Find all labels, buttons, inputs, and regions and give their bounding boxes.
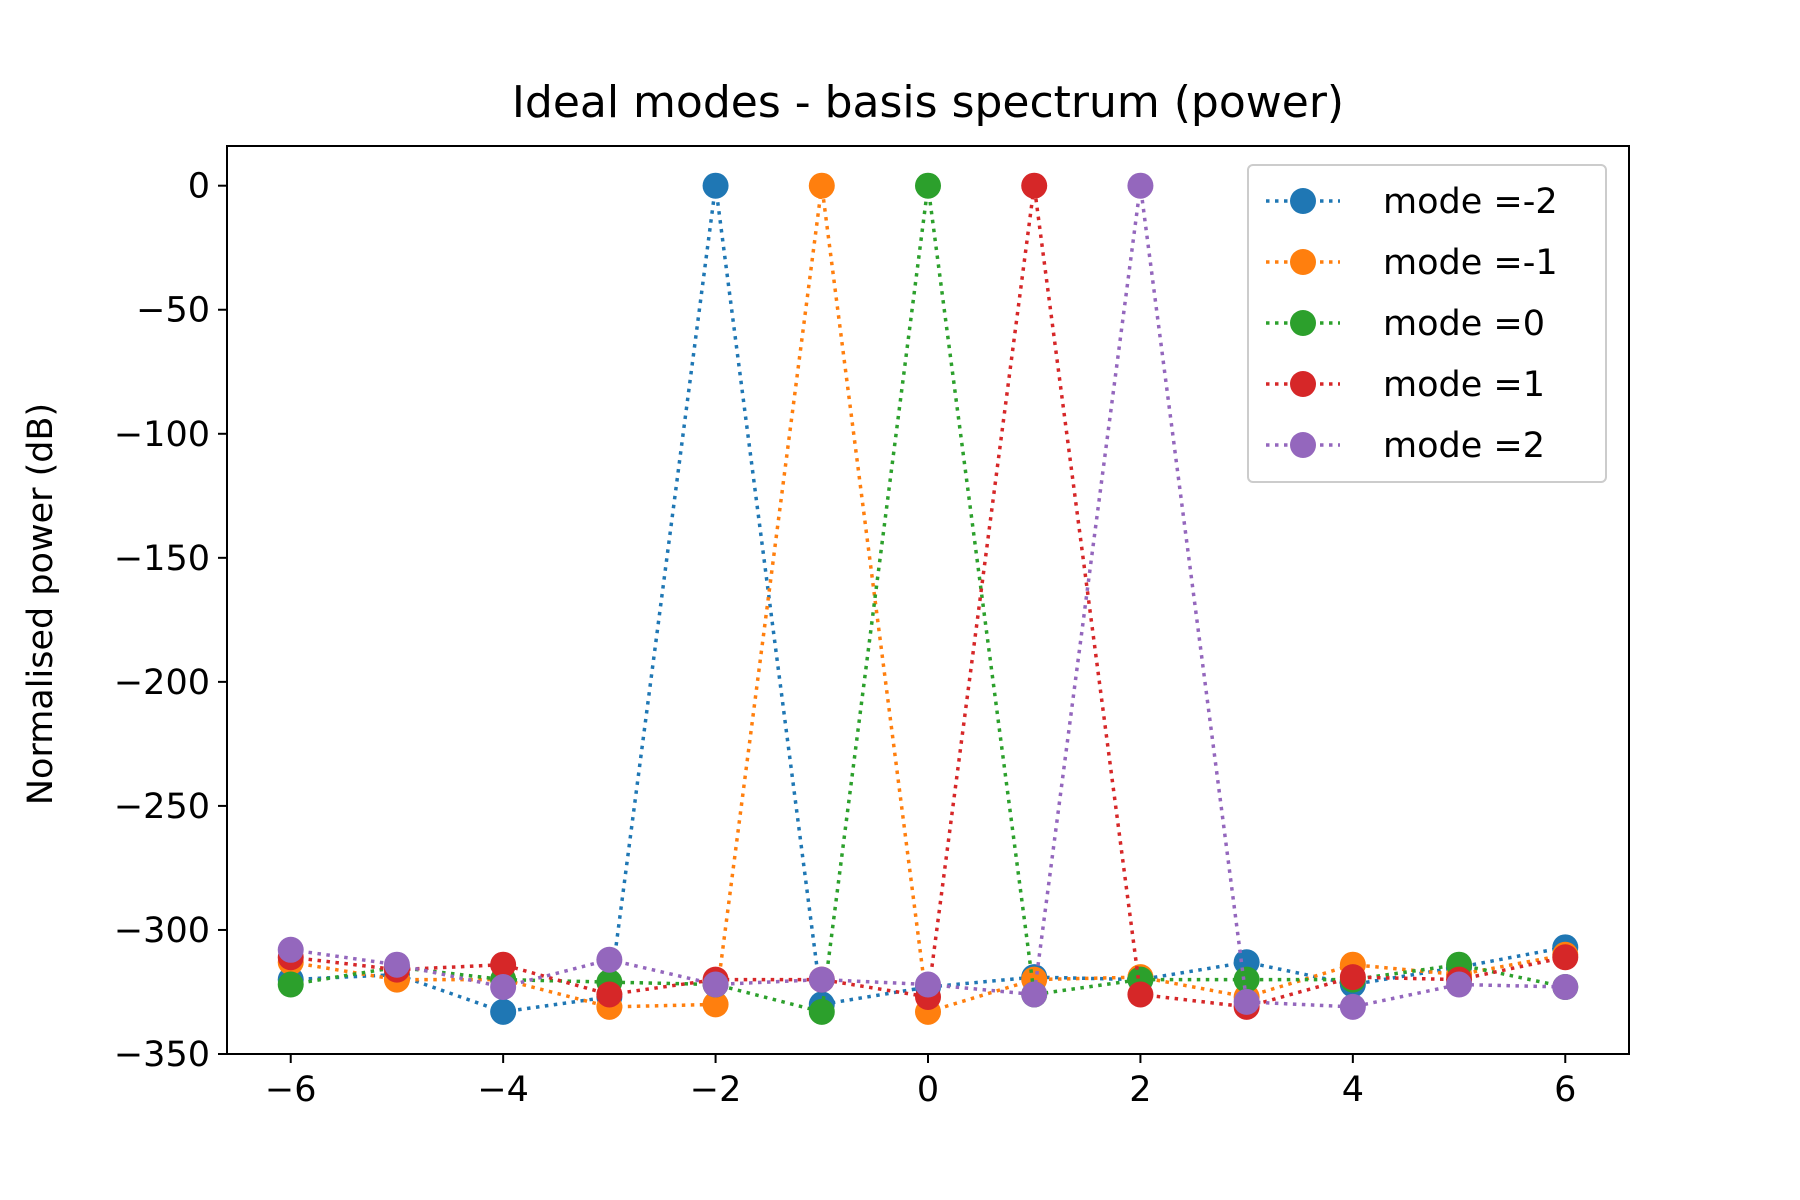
data-point (383, 951, 410, 978)
legend-label: mode =2 (1383, 426, 1545, 466)
data-point (915, 971, 941, 998)
data-point (490, 998, 517, 1025)
x-tick-label: −2 (690, 1070, 742, 1110)
legend-label: mode =0 (1383, 304, 1545, 344)
data-point (1021, 172, 1048, 199)
data-point (702, 971, 729, 998)
data-point (702, 172, 729, 199)
plot-frame (226, 145, 1630, 1055)
legend-entry: mode =0 (1266, 304, 1545, 344)
data-point (808, 172, 835, 199)
data-point (596, 981, 623, 1008)
data-point (1233, 988, 1260, 1015)
chart-title: Ideal modes - basis spectrum (power) (512, 77, 1344, 128)
data-point (702, 991, 729, 1018)
y-tick-label: −150 (114, 539, 210, 579)
y-tick-label: −200 (114, 663, 210, 703)
y-tick-label: −300 (114, 911, 210, 951)
legend-entry: mode =1 (1266, 365, 1545, 405)
data-point (1127, 172, 1154, 199)
data-point (808, 998, 835, 1025)
legend-label: mode =-2 (1383, 182, 1558, 222)
x-axis-ticks: −6 −4 −2 0 2 4 6 (265, 1054, 1576, 1110)
data-point (1552, 944, 1579, 971)
data-point (277, 971, 304, 998)
x-tick-label: 0 (917, 1070, 939, 1110)
data-point (277, 936, 304, 963)
data-point (1339, 964, 1366, 991)
x-tick-label: 2 (1129, 1070, 1151, 1110)
y-axis-ticks: 0 −50 −100 −150 −200 −250 −300 −350 (114, 167, 227, 1075)
data-point (490, 951, 517, 978)
x-tick-label: −6 (265, 1070, 317, 1110)
legend-marker (1290, 188, 1316, 214)
x-tick-label: 6 (1554, 1070, 1576, 1110)
legend-label: mode =-1 (1383, 243, 1558, 283)
y-tick-label: −250 (114, 787, 210, 827)
data-point (1552, 974, 1579, 1001)
data-point (1446, 971, 1473, 998)
data-point (596, 946, 623, 973)
legend-frame (1247, 164, 1607, 483)
y-tick-label: −350 (114, 1035, 210, 1075)
data-point (915, 172, 941, 199)
data-point (490, 974, 517, 1001)
legend-entry: mode =-2 (1266, 182, 1558, 222)
data-point (1233, 966, 1260, 993)
y-tick-label: −100 (114, 415, 210, 455)
legend-entry: mode =2 (1266, 426, 1545, 466)
legend-marker (1290, 310, 1316, 336)
data-point (1339, 993, 1366, 1020)
legend-marker (1290, 432, 1316, 458)
series-5 (277, 172, 1579, 1020)
legend: mode =-2 mode =-1 mode =0 mode =1 mode =2 (1247, 164, 1607, 483)
legend-marker (1290, 371, 1316, 397)
data-point (1021, 981, 1048, 1008)
legend-marker (1290, 249, 1316, 275)
data-point (808, 966, 835, 993)
y-axis-label: Normalised power (dB) (21, 403, 61, 805)
x-tick-label: 4 (1342, 1070, 1364, 1110)
plot-area (277, 172, 1579, 1025)
y-tick-label: −50 (136, 291, 210, 331)
legend-label: mode =1 (1383, 365, 1545, 405)
y-tick-label: 0 (188, 167, 210, 207)
data-point (1127, 981, 1154, 1008)
x-tick-label: −4 (477, 1070, 529, 1110)
legend-entry: mode =-1 (1266, 243, 1558, 283)
